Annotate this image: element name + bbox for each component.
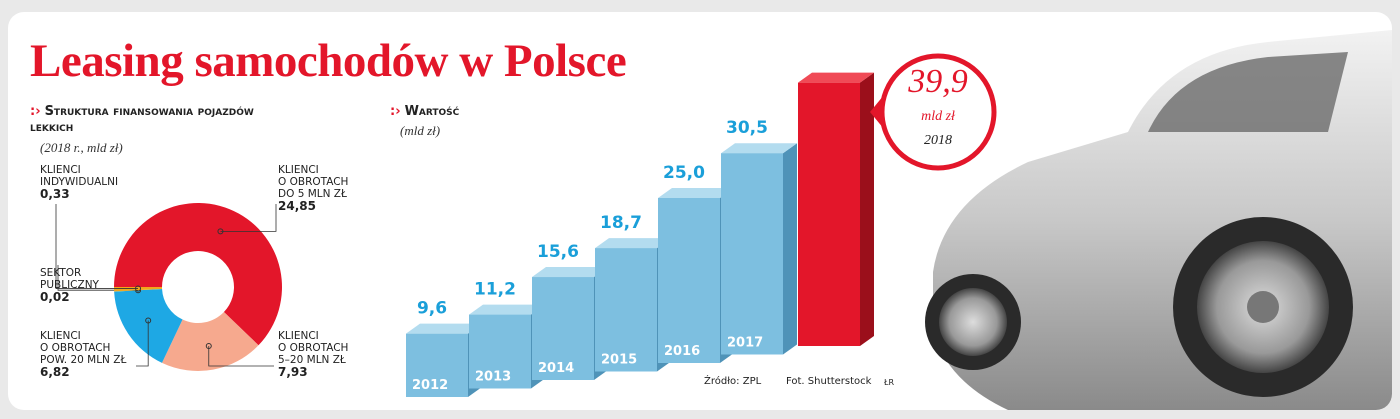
bar-year: 2014 — [538, 361, 574, 376]
callout — [879, 53, 997, 171]
card: Leasing samochodów w Polsce :› Struktura … — [8, 12, 1392, 410]
photo-credit: Fot. Shutterstock — [786, 376, 872, 387]
slice-label: KLIENCI O OBROTACH 5–20 MLN ZŁ 7,93 — [278, 330, 348, 378]
bar-title: Wartość — [404, 104, 460, 119]
bar-year: 2012 — [412, 378, 448, 393]
value-label: 18,7 — [600, 213, 642, 233]
bar-top — [721, 143, 797, 154]
value-label: 30,5 — [726, 118, 768, 138]
source: Źródło: ZPL — [704, 376, 762, 387]
value-label: 9,6 — [417, 299, 447, 319]
value-label: 11,2 — [474, 280, 516, 300]
bar-group — [798, 72, 874, 346]
callout-unit: mld zł — [921, 109, 956, 124]
slice-value: 0,02 — [40, 290, 70, 304]
bar — [721, 153, 783, 355]
bar-top — [406, 323, 482, 334]
bar-year: 2013 — [475, 370, 511, 385]
slice-category: KLIENCI O OBROTACH DO 5 MLN ZŁ — [278, 164, 349, 200]
leader-line — [220, 204, 277, 232]
charts: 2012 9,6 2013 11,2 2014 15,6 2015 18,7 2016 25,0 2… — [55, 53, 997, 397]
slice-value: 6,82 — [40, 365, 70, 379]
bar-top — [595, 238, 671, 249]
bar — [798, 82, 860, 346]
bar — [469, 314, 531, 389]
bar-year: 2015 — [601, 353, 637, 368]
slice-label: SEKTOR PUBLICZNY 0,02 — [40, 267, 99, 303]
author: ŁR — [884, 378, 895, 387]
slice-category: KLIENCI INDYWIDUALNI — [40, 164, 119, 188]
donut-slice — [114, 203, 282, 346]
callout-value: 39,9 — [907, 63, 968, 100]
bar — [532, 277, 594, 380]
slice-category: KLIENCI O OBROTACH 5–20 MLN ZŁ — [278, 330, 349, 366]
donut-subtitle: (2018 r., mld zł) — [40, 140, 123, 155]
bar-subtitle: (mld zł) — [400, 123, 441, 138]
bar — [406, 333, 468, 397]
slice-value: 0,33 — [40, 187, 70, 201]
bar — [658, 198, 720, 363]
bar-year: 2017 — [727, 336, 763, 351]
leader-line — [208, 346, 274, 367]
bar-side — [860, 72, 874, 346]
slice-value: 24,85 — [278, 199, 316, 213]
bar-side — [783, 143, 797, 355]
main-title: Leasing samochodów w Polsce — [30, 35, 627, 87]
donut-title: Struktura finansowania pojazdów lekkich — [30, 104, 254, 135]
slice-category: SEKTOR PUBLICZNY — [40, 267, 99, 291]
donut-slice — [161, 311, 259, 371]
bar-group — [658, 188, 734, 363]
slice-label: KLIENCI O OBROTACH POW. 20 MLN ZŁ 6,82 — [40, 330, 126, 378]
bar-top — [798, 72, 874, 83]
leader-line — [57, 265, 139, 291]
slice-label: KLIENCI O OBROTACH DO 5 MLN ZŁ 24,85 — [278, 164, 348, 212]
donut-slice — [114, 287, 163, 292]
leader-line — [55, 204, 139, 289]
bar-top — [469, 304, 545, 315]
value-label: 15,6 — [537, 242, 579, 262]
slice-value: 7,93 — [278, 365, 308, 379]
slice-label: KLIENCI INDYWIDUALNI 0,33 — [40, 164, 118, 200]
bar-top — [658, 188, 734, 198]
bar-heading: :› Wartość — [390, 104, 460, 119]
car-photo — [925, 30, 1392, 410]
donut-heading: :› Struktura finansowania pojazdów lekkic… — [30, 104, 254, 135]
leader-line — [136, 320, 149, 367]
slice-category: KLIENCI O OBROTACH POW. 20 MLN ZŁ — [40, 330, 127, 366]
bar — [595, 248, 657, 372]
bar-year: 2016 — [664, 344, 700, 359]
callout-year: 2018 — [924, 133, 952, 148]
bar-top — [532, 267, 608, 278]
bar-group — [721, 143, 797, 355]
value-label: 25,0 — [663, 163, 705, 183]
